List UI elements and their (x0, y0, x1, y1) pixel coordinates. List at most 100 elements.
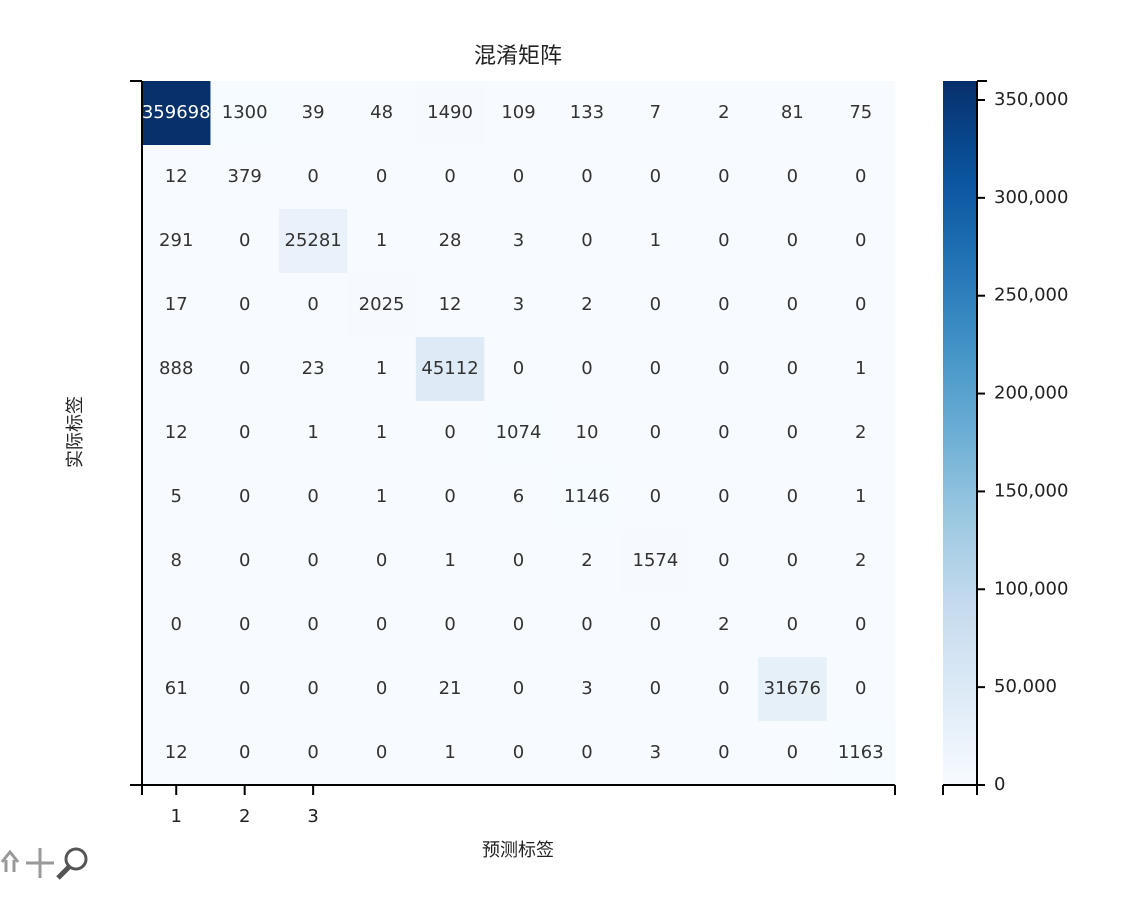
heatmap-cell (621, 529, 691, 594)
heatmap-cell (415, 529, 485, 594)
cell-label: 0 (581, 230, 592, 251)
heatmap-cell (621, 401, 691, 466)
heatmap-cell (758, 337, 828, 402)
cell-label: 0 (513, 550, 524, 571)
heatmap-cell (278, 273, 348, 338)
cell-label: 3 (513, 230, 524, 251)
heatmap-cell (142, 721, 211, 786)
heatmap-cell (142, 273, 211, 338)
cell-label: 0 (718, 550, 729, 571)
heatmap-cell (689, 529, 759, 594)
heatmap-cell (826, 465, 896, 530)
cell-label: 48 (370, 102, 393, 123)
cell-label: 0 (581, 742, 592, 763)
cell-label: 0 (787, 422, 798, 443)
heatmap-cell (142, 657, 211, 722)
heatmap-cell (347, 81, 417, 146)
heatmap-cell (826, 337, 896, 402)
cell-label: 2 (718, 102, 729, 123)
heatmap-cell (415, 209, 485, 274)
heatmap-cell (415, 401, 485, 466)
heatmap-cell (552, 209, 622, 274)
chart-title: 混淆矩阵 (474, 44, 562, 69)
heatmap-cell (210, 401, 280, 466)
colorbar (943, 81, 977, 785)
colorbar-tick-label: 350,000 (994, 89, 1068, 110)
cell-label: 0 (650, 294, 661, 315)
cell-label: 1 (376, 422, 387, 443)
cell-label: 2 (718, 614, 729, 635)
heatmap-cell (758, 593, 828, 658)
heatmap-cell (758, 529, 828, 594)
cell-label: 2 (581, 294, 592, 315)
heatmap-cell (142, 401, 211, 466)
cell-label: 75 (849, 102, 872, 123)
heatmap-cell (552, 465, 622, 530)
heatmap-cell (758, 465, 828, 530)
cell-label: 359698 (142, 102, 211, 123)
cell-label: 0 (239, 678, 250, 699)
heatmap-cell (552, 337, 622, 402)
cell-label: 0 (650, 422, 661, 443)
heatmap-cell (552, 657, 622, 722)
colorbar-tick-label: 200,000 (994, 383, 1068, 404)
heatmap-cell (552, 81, 622, 146)
home-icon[interactable] (0, 849, 20, 872)
cell-label: 0 (718, 678, 729, 699)
heatmap-cell (142, 209, 211, 274)
cell-label: 379 (228, 166, 262, 187)
heatmap-cell (484, 81, 554, 146)
heatmap-cell (826, 657, 896, 722)
heatmap-cell (415, 81, 485, 146)
heatmap-cell (621, 209, 691, 274)
zoom-handle[interactable] (56, 865, 71, 880)
colorbar-tick-label: 300,000 (994, 187, 1068, 208)
heatmap-cell (484, 593, 554, 658)
cell-label: 61 (165, 678, 188, 699)
heatmap-cell (278, 529, 348, 594)
heatmap-cell (278, 145, 348, 210)
cell-label: 12 (439, 294, 462, 315)
heatmap-cell (689, 657, 759, 722)
cell-label: 0 (718, 358, 729, 379)
pan-icon[interactable] (26, 848, 54, 878)
heatmap-cell (758, 81, 828, 146)
cell-label: 12 (165, 742, 188, 763)
heatmap-cell (758, 145, 828, 210)
cell-label: 2 (855, 550, 866, 571)
heatmap-cell (210, 721, 280, 786)
heatmap-cell (621, 593, 691, 658)
heatmap-cell (347, 209, 417, 274)
heatmap-cell (415, 337, 485, 402)
cell-label: 0 (376, 742, 387, 763)
cell-label: 0 (307, 742, 318, 763)
cell-label: 0 (239, 422, 250, 443)
heatmap-cell (689, 145, 759, 210)
cell-label: 0 (787, 614, 798, 635)
cell-label: 1 (376, 358, 387, 379)
cell-label: 0 (650, 614, 661, 635)
cell-label: 0 (171, 614, 182, 635)
toolbar[interactable] (0, 847, 88, 880)
heatmap-cell (347, 465, 417, 530)
heatmap-cell (826, 209, 896, 274)
cell-label: 0 (787, 294, 798, 315)
heatmap-cell (415, 657, 485, 722)
zoom-icon[interactable] (64, 847, 88, 871)
heatmap-cell (347, 401, 417, 466)
cell-label: 1 (855, 486, 866, 507)
cell-label: 0 (581, 166, 592, 187)
heatmap-cell (689, 337, 759, 402)
heatmap-cell (484, 209, 554, 274)
cell-label: 0 (307, 294, 318, 315)
cell-label: 0 (787, 550, 798, 571)
cell-label: 1 (650, 230, 661, 251)
heatmap-cell (621, 657, 691, 722)
heatmap-cell (278, 593, 348, 658)
heatmap-cell (415, 593, 485, 658)
heatmap-cell (210, 273, 280, 338)
heatmap-cell (210, 593, 280, 658)
x-tick-label: 3 (307, 806, 318, 827)
heatmap-cell (621, 81, 691, 146)
heatmap-cell (826, 145, 896, 210)
